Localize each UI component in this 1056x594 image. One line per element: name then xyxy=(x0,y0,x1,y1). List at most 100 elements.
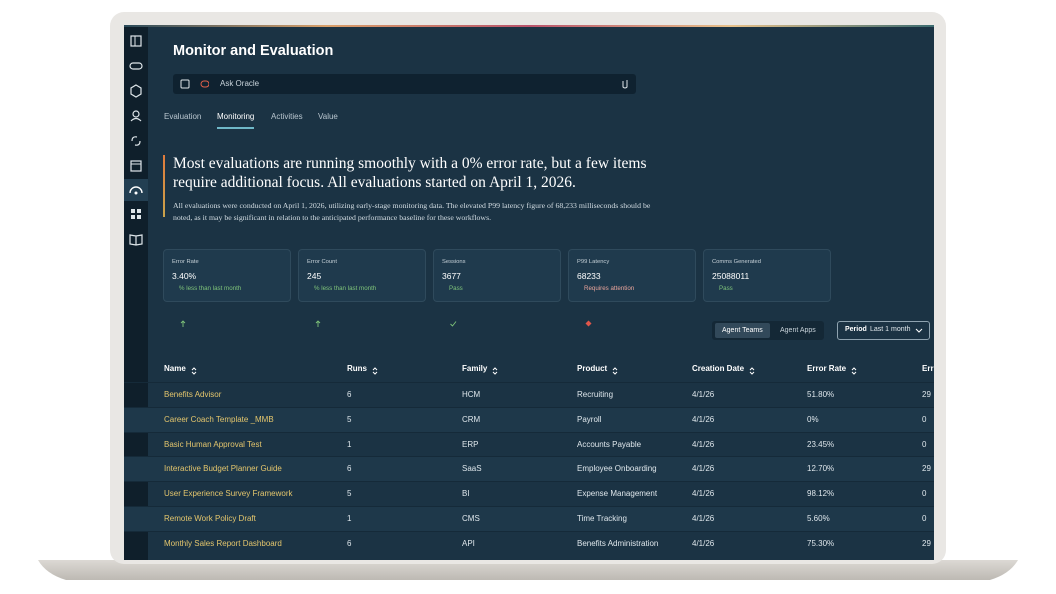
table-row: Benefits Advisor 6 HCM Recruiting 4/1/26 51.8… xyxy=(124,382,934,408)
table-row: Monthly Sales Report Dashboard 6 API Benefi… xyxy=(124,530,934,557)
table-cell: Time Tracking xyxy=(577,514,627,523)
nav-icon[interactable] xyxy=(126,106,146,126)
table-cell: 98.12% xyxy=(807,489,835,499)
status-glyph xyxy=(180,320,186,327)
tab[interactable]: Activities xyxy=(271,112,303,121)
nav-icon[interactable] xyxy=(126,56,146,76)
toggle-option[interactable]: Agent Teams xyxy=(715,323,770,338)
column-header[interactable]: Product xyxy=(577,364,608,373)
nav-icon[interactable] xyxy=(126,156,146,176)
metric-status: Requires attention xyxy=(584,285,635,292)
column-header[interactable]: Err xyxy=(922,364,934,373)
row-name-link[interactable]: User Experience Survey Framework xyxy=(164,489,293,499)
sort-icon[interactable] xyxy=(749,363,755,381)
metric-label: P99 Latency xyxy=(577,259,610,265)
table-cell: 6 xyxy=(347,538,352,548)
table-cell: 5 xyxy=(347,489,352,499)
table-cell: ERP xyxy=(462,439,479,449)
row-name-link[interactable]: Remote Work Policy Draft xyxy=(164,514,256,523)
sort-glyph xyxy=(492,367,498,375)
table-cell: 1 xyxy=(347,439,352,449)
metric-value: 3.40% xyxy=(172,271,197,281)
period-value: Last 1 month xyxy=(870,326,911,333)
table-cell: 29 xyxy=(922,390,931,399)
table-cell: 5.60% xyxy=(807,514,830,523)
table-cell: 4/1/26 xyxy=(692,489,715,499)
table-cell: Employee Onboarding xyxy=(577,464,657,474)
metric-value: 68233 xyxy=(577,271,601,281)
status-glyph xyxy=(585,320,592,327)
table-cell: 51.80% xyxy=(807,390,835,399)
sort-glyph xyxy=(749,367,755,375)
nav-icon[interactable] xyxy=(126,204,146,224)
table-cell: Expense Management xyxy=(577,489,658,499)
column-header[interactable]: Name xyxy=(164,364,186,373)
status-glyph xyxy=(315,320,321,327)
row-name-link[interactable]: Basic Human Approval Test xyxy=(164,439,262,449)
tab[interactable]: Evaluation xyxy=(164,112,202,121)
metric-card[interactable]: Error Rate 3.40% % less than last month xyxy=(163,249,291,327)
table-cell: 75.30% xyxy=(807,538,835,548)
table-cell: Accounts Payable xyxy=(577,439,642,449)
metric-card[interactable]: Error Count 245 % less than last month xyxy=(298,249,426,327)
table-cell: 4/1/26 xyxy=(692,514,715,523)
metric-status: % less than last month xyxy=(314,285,377,292)
period-label: Period xyxy=(845,326,867,333)
sort-glyph xyxy=(851,367,857,375)
row-name-link[interactable]: Monthly Sales Report Dashboard xyxy=(164,538,282,548)
table-cell: 0 xyxy=(922,514,927,523)
table-cell: 6 xyxy=(347,464,352,474)
metric-card[interactable]: P99 Latency 68233 Requires attention xyxy=(568,249,696,327)
table-cell: 23.45% xyxy=(807,439,835,449)
summary-headline: Most evaluations are running smoothly wi… xyxy=(173,155,647,191)
table-row: Career Coach Template _MMB 5 CRM Payroll 4/1… xyxy=(124,406,934,433)
row-name-link[interactable]: Career Coach Template _MMB xyxy=(164,414,274,424)
metric-card[interactable]: Comms Generated 25088011 Pass xyxy=(703,249,831,327)
table-cell: 12.70% xyxy=(807,464,835,474)
metric-label: Sessions xyxy=(442,259,466,265)
metric-status: Pass xyxy=(719,285,733,292)
status-glyph xyxy=(450,321,457,327)
search-bar[interactable]: Ask Oracle xyxy=(173,74,636,94)
period-dropdown[interactable]: Period Last 1 month xyxy=(837,321,930,340)
table-header: Name Runs Family Product Creation Date Error … xyxy=(124,359,934,379)
column-header[interactable]: Family xyxy=(462,364,488,373)
column-header[interactable]: Runs xyxy=(347,364,367,373)
attach-icon[interactable] xyxy=(620,78,630,90)
table-row: Interactive Budget Planner Guide 6 SaaS Emp… xyxy=(124,456,934,483)
sort-icon[interactable] xyxy=(851,363,857,381)
metric-label: Error Count xyxy=(307,259,337,265)
chevron xyxy=(915,328,923,333)
tab[interactable]: Monitoring xyxy=(217,112,255,129)
metric-value: 245 xyxy=(307,271,322,281)
column-header[interactable]: Error Rate xyxy=(807,364,847,373)
summary-body: All evaluations were conducted on April … xyxy=(173,201,651,222)
metric-card[interactable]: Sessions 3677 Pass xyxy=(433,249,561,327)
row-name-link[interactable]: Interactive Budget Planner Guide xyxy=(164,464,282,474)
table-cell: 0 xyxy=(922,439,927,449)
sort-glyph xyxy=(612,367,618,375)
table-row: User Experience Survey Framework 5 BI Expen… xyxy=(124,481,934,507)
metric-value: 25088011 xyxy=(712,271,750,281)
sort-icon[interactable] xyxy=(191,363,197,381)
data-table: Name Runs Family Product Creation Date Error … xyxy=(124,359,934,560)
column-header[interactable]: Creation Date xyxy=(692,364,745,373)
table-cell: 4/1/26 xyxy=(692,464,715,474)
nav-icon[interactable] xyxy=(126,81,146,101)
sort-glyph xyxy=(372,367,378,375)
nav-icon[interactable] xyxy=(126,131,146,151)
nav-icon-active[interactable] xyxy=(124,179,148,201)
sort-icon[interactable] xyxy=(492,363,498,381)
sort-icon[interactable] xyxy=(612,363,618,381)
toggle-option[interactable]: Agent Apps xyxy=(780,327,816,334)
sort-icon[interactable] xyxy=(372,363,378,381)
view-toggle: Agent Teams Agent Apps xyxy=(712,321,824,340)
table-cell: 0 xyxy=(922,414,927,424)
tab[interactable]: Value xyxy=(318,112,338,121)
nav-icon[interactable] xyxy=(126,31,146,51)
table-cell: HCM xyxy=(462,390,481,399)
nav-icon[interactable] xyxy=(126,229,146,249)
row-name-link[interactable]: Benefits Advisor xyxy=(164,390,222,399)
accent-bar xyxy=(163,155,165,217)
table-cell: Payroll xyxy=(577,414,602,424)
